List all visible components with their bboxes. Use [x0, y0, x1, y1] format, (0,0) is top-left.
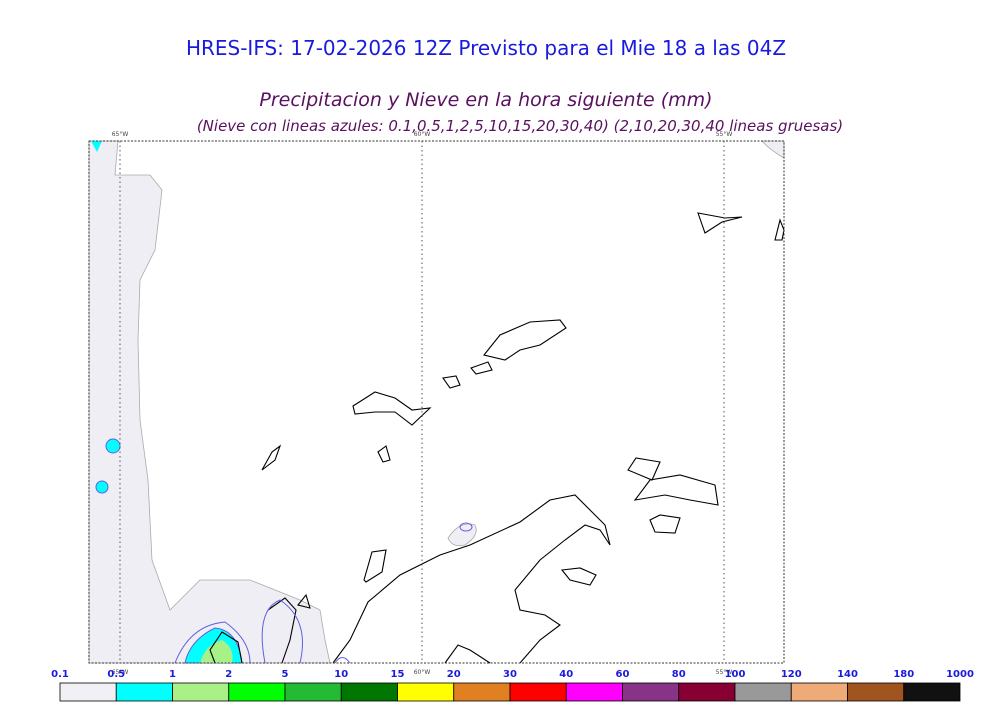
- colorbar-box: [228, 682, 286, 702]
- coastline: [560, 567, 597, 586]
- colorbar-box: [847, 682, 905, 702]
- colorbar-label: 10: [334, 669, 348, 680]
- colorbar-label: 20: [447, 669, 461, 680]
- colorbar-label: 140: [837, 669, 858, 680]
- colorbar-box: [284, 682, 342, 702]
- colorbar-label: 0.5: [107, 669, 125, 680]
- colorbar-label: 80: [672, 669, 686, 680]
- colorbar-label: 30: [503, 669, 517, 680]
- coastline: [633, 474, 719, 506]
- coastline: [209, 631, 243, 664]
- colorbar-label: 120: [781, 669, 802, 680]
- colorbar-label: 40: [559, 669, 573, 680]
- coastline: [363, 549, 387, 583]
- meridian-label: 65°W: [112, 131, 129, 138]
- colorbar-label: 5: [282, 669, 289, 680]
- colorbar-box: [509, 682, 567, 702]
- colorbar-box: [790, 682, 848, 702]
- colorbar-label: 15: [391, 669, 405, 680]
- subtitle-note: (Nieve con lineas azules: 0.1,0.5,1,2,5,…: [197, 117, 843, 135]
- coastline: [297, 593, 311, 609]
- meridian-label: 60°W: [414, 669, 431, 676]
- colorbar: 0.1 0.5 1 2 5 10 15 20 30 40 60 80 100 120 140 180 1000: [51, 669, 974, 702]
- precip-area: [88, 140, 331, 664]
- colorbar-box: [397, 682, 455, 702]
- colorbar-box: [115, 682, 173, 702]
- coastline: [444, 644, 491, 664]
- coastline: [352, 391, 432, 426]
- map: 65°W 60°W 55°W 65°W 60°W 55°W: [88, 131, 785, 676]
- colorbar-box: [678, 682, 736, 702]
- colorbar-label: 1: [169, 669, 176, 680]
- colorbar-box: [903, 682, 961, 702]
- meridian-label: 55°W: [716, 131, 733, 138]
- colorbar-label: 2: [225, 669, 232, 680]
- map-frame-bg: [89, 141, 784, 663]
- title: HRES-IFS: 17-02-2026 12Z Previsto para e…: [186, 36, 786, 60]
- colorbar-label: 180: [893, 669, 914, 680]
- precip-cell: [200, 640, 233, 663]
- colorbar-box: [340, 682, 398, 702]
- snow-contour: [261, 599, 303, 664]
- coastline: [470, 361, 493, 375]
- colorbar-label: 0.1: [51, 669, 69, 680]
- coastline: [377, 445, 391, 463]
- coastline: [442, 375, 461, 389]
- colorbar-label: 100: [725, 669, 746, 680]
- subtitle: Precipitacion y Nieve en la hora siguien…: [259, 89, 712, 111]
- colorbar-label: 1000: [946, 669, 974, 680]
- coastline: [267, 597, 297, 664]
- snow-contour: [334, 657, 351, 664]
- coastline: [332, 494, 611, 664]
- map-frame: [88, 140, 785, 664]
- snow-contour: [459, 522, 473, 532]
- colorbar-box: [622, 682, 680, 702]
- meridian-label: 60°W: [414, 131, 431, 138]
- precip-cell: [105, 438, 121, 454]
- colorbar-box: [453, 682, 511, 702]
- coastline: [261, 444, 282, 471]
- colorbar-label: 60: [616, 669, 630, 680]
- meridian-label: 55°W: [716, 669, 733, 676]
- meridian-label: 65°W: [112, 669, 129, 676]
- coastline: [649, 514, 681, 534]
- colorbar-box: [172, 682, 230, 702]
- colorbar-box: [59, 682, 117, 702]
- precip-cell: [91, 141, 102, 152]
- colorbar-box: [734, 682, 792, 702]
- precip-cell: [95, 480, 109, 494]
- coastline: [483, 319, 567, 361]
- snow-contour: [174, 621, 251, 664]
- coastline: [697, 212, 743, 234]
- colorbar-box: [565, 682, 623, 702]
- coastline: [627, 457, 661, 481]
